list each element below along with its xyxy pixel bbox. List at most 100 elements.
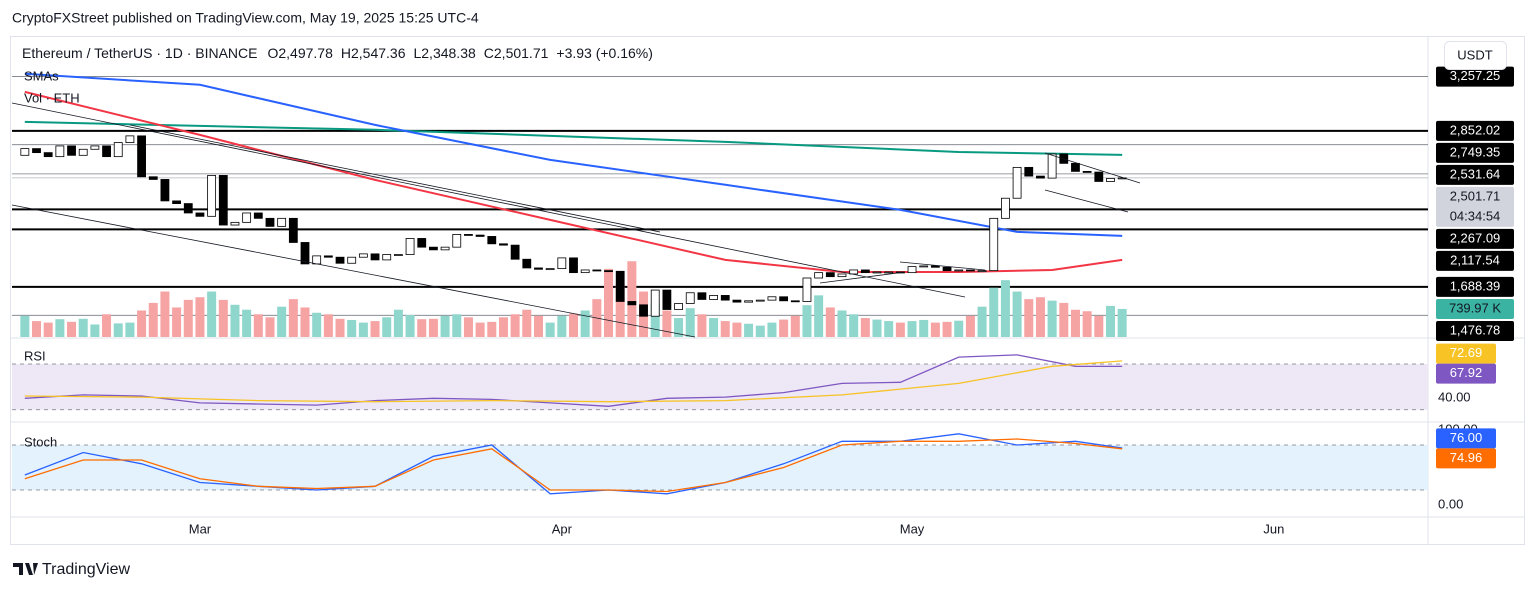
volume-bar [160, 291, 170, 337]
candle-body [604, 270, 613, 273]
volume-bar [113, 323, 123, 337]
candle-body [884, 271, 894, 274]
candle-body [148, 176, 158, 180]
candle-body [55, 145, 65, 158]
plot [12, 72, 1428, 495]
volume-bar [43, 322, 53, 337]
candle-body [487, 236, 497, 245]
volume-bar [498, 317, 508, 337]
volume-bar [32, 321, 42, 337]
candle-body [1071, 162, 1080, 172]
volume-bar [55, 319, 65, 337]
candle-body [1047, 153, 1057, 179]
price-label-bg [1436, 228, 1514, 249]
trend-line [11, 204, 696, 338]
brand: TradingView [42, 561, 130, 578]
volume-bar [977, 306, 987, 337]
volume-bar [942, 321, 952, 337]
volume-bar [615, 283, 625, 337]
volume-bar [393, 309, 403, 337]
publisher: CryptoFXStreet published on TradingView.… [12, 10, 479, 26]
volume-bar [1070, 309, 1080, 337]
volume-bar [277, 306, 287, 337]
candle-body [288, 217, 298, 243]
symbol: Ethereum / TetherUS · 1D · BINANCE [22, 45, 257, 61]
price-label: 1,688.39 [1450, 278, 1501, 293]
candle-body [67, 145, 76, 156]
candle-body [825, 272, 835, 278]
candle-body [1001, 197, 1010, 219]
volume-bar [475, 322, 485, 337]
volume-bar [1094, 315, 1104, 337]
volume-bar [744, 323, 754, 337]
volume-bar [849, 314, 859, 337]
price-label: 2,531.64 [1450, 166, 1501, 181]
candle-body [744, 300, 754, 303]
volume-bar [919, 319, 929, 337]
volume-bar [627, 261, 637, 337]
volume-bar [358, 322, 368, 337]
legend-entry: SMAs [24, 68, 59, 83]
candle-body [300, 242, 310, 265]
volume-bar [779, 319, 789, 337]
candle-body [393, 254, 403, 256]
logo [13, 563, 38, 575]
candle-body [977, 270, 987, 273]
trend-line [899, 261, 986, 271]
candle-body [767, 296, 777, 301]
trend-line [1044, 152, 1141, 184]
volume-bar [662, 310, 672, 337]
price-label: 3,257.25 [1450, 68, 1501, 83]
currency-button[interactable] [1444, 41, 1507, 70]
axis-labels: MarAprMayJun40.0072.6967.92100.000.0076.… [189, 66, 1514, 536]
price-label: 1,476.78 [1450, 322, 1501, 337]
volume-bar [825, 307, 835, 337]
candle-body [253, 212, 263, 219]
indicator-line [24, 354, 1123, 407]
volume-bar [172, 307, 182, 337]
candle-body [592, 269, 602, 272]
value-label: 76.00 [1450, 430, 1483, 445]
candle-body [942, 266, 952, 272]
candle-body [1106, 178, 1115, 182]
price-label: 2,117.54 [1450, 252, 1500, 267]
volume-bar [137, 310, 147, 337]
logo-mark [13, 563, 38, 575]
candle-body [534, 267, 543, 270]
legend-entry: Vol · ETH [24, 90, 80, 105]
price-label-bg [1436, 186, 1514, 227]
volume-bar [580, 310, 590, 337]
candle-body [685, 292, 695, 304]
volume-bar [417, 319, 427, 337]
value-label: 74.96 [1450, 450, 1483, 465]
candle-body [335, 256, 345, 264]
volume-bar [312, 312, 322, 337]
candle-body [837, 273, 847, 278]
symbol-header: Ethereum / TetherUS · 1D · BINANCE O2,497… [22, 45, 653, 61]
candle-body [954, 269, 964, 272]
sma-line [24, 90, 1123, 273]
candle-body [1012, 166, 1022, 199]
candle-body [755, 299, 765, 302]
candle-body [90, 145, 100, 150]
volume-bar [148, 302, 158, 337]
volume-bar [790, 315, 800, 337]
price-label-bg [1436, 250, 1514, 271]
volume-bar [242, 309, 252, 337]
volume-bar [78, 318, 88, 337]
candle-body [20, 148, 30, 156]
volume-bar [1000, 280, 1010, 337]
volume-bar [697, 314, 707, 337]
volume-bar [452, 314, 462, 337]
chart-frame [10, 36, 1525, 545]
volume-bar [382, 317, 392, 337]
candle-body [732, 299, 742, 303]
candle-body [779, 296, 789, 302]
price-label: 2,501.71 [1450, 188, 1501, 203]
candle-body [1036, 175, 1045, 179]
volume-bar [102, 314, 112, 337]
volume-bar [347, 319, 357, 337]
volume-bar [895, 322, 905, 337]
volume-bar [1024, 299, 1034, 337]
pane-title: RSI [24, 348, 46, 363]
